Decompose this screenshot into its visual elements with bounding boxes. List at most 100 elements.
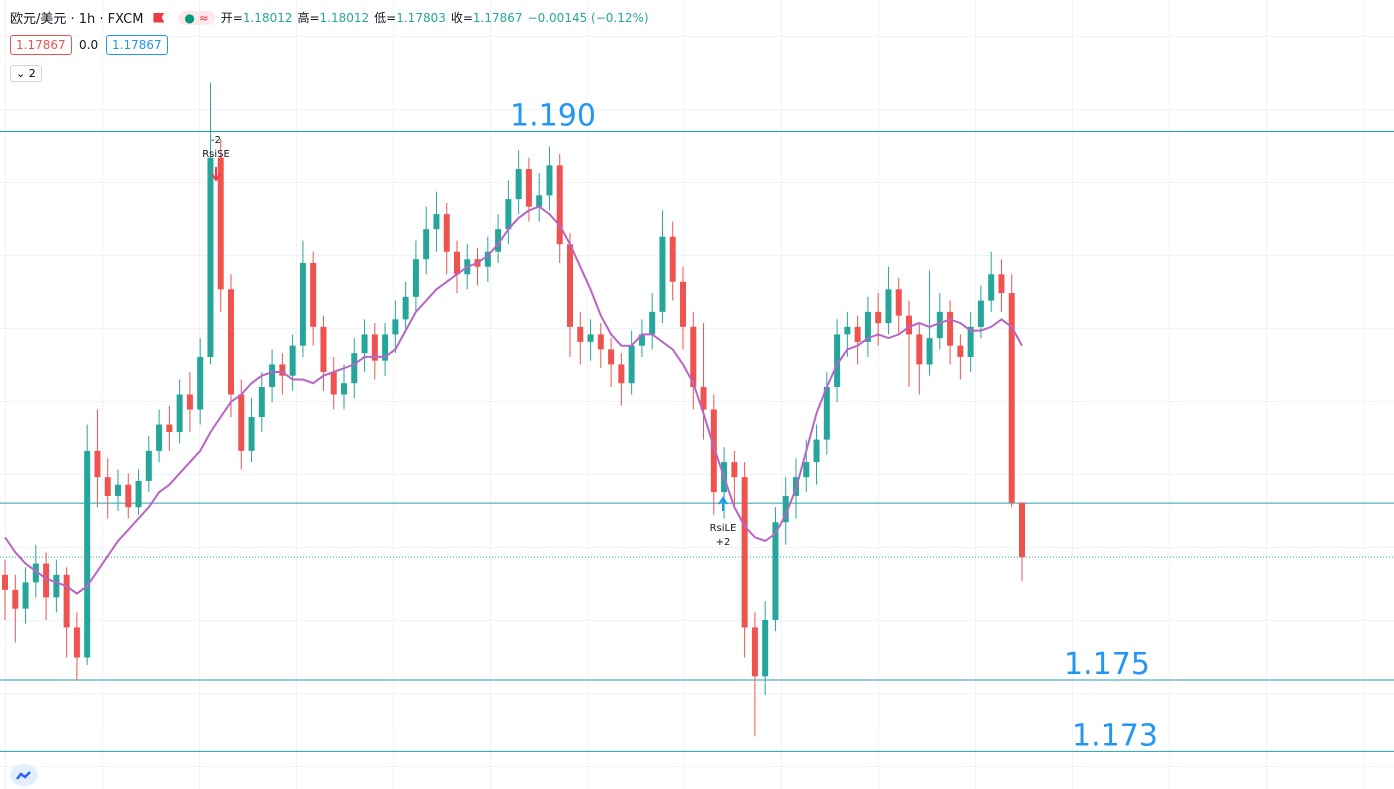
candle-body: [125, 484, 132, 508]
candle-body: [43, 563, 50, 598]
legend-value: 1.17867: [472, 11, 523, 25]
collapse-button[interactable]: ⌄ 2: [10, 65, 42, 82]
spread-badge: 0.0: [78, 35, 105, 55]
candle-body: [197, 356, 204, 410]
candle-body: [762, 619, 769, 677]
candle-body: [382, 334, 389, 361]
legend-change: −0.00145 (−0.12%): [527, 11, 649, 25]
signal-label: RsiSE: [202, 149, 230, 160]
candle-body: [700, 386, 707, 410]
bid-badge: 1.17867: [10, 35, 72, 55]
status-pill[interactable]: ● ≈: [178, 10, 215, 25]
candle-body: [423, 229, 430, 260]
line-label: 1.190: [510, 99, 596, 134]
candle-body: [269, 364, 276, 387]
candle-body: [977, 300, 984, 327]
candle-body: [926, 338, 933, 365]
candle-body: [669, 236, 676, 282]
candle-body: [854, 326, 861, 342]
candle-body: [587, 334, 594, 342]
candle-body: [217, 157, 224, 290]
candle-body: [392, 319, 399, 335]
candle-body: [279, 364, 286, 376]
candle-body: [823, 386, 830, 440]
candle-body: [495, 229, 502, 252]
logo[interactable]: [10, 764, 38, 786]
candle-body: [454, 251, 460, 275]
candle-body: [156, 424, 163, 451]
candle-body: [710, 409, 717, 493]
signal-arrow: [211, 167, 221, 182]
candle-body: [567, 244, 573, 327]
legend-label: 收=: [450, 11, 473, 25]
candle-body: [207, 157, 214, 357]
candle-body: [608, 349, 615, 365]
signal-label: -2: [211, 135, 221, 146]
candle-body: [813, 439, 820, 463]
candle-body: [536, 195, 543, 207]
candle-body: [967, 326, 974, 357]
candle-body: [772, 522, 779, 620]
signal-label: RsiLE: [710, 523, 737, 534]
candle-body: [12, 589, 19, 609]
ask-badge[interactable]: 1.17867: [106, 35, 168, 55]
candle-body: [618, 364, 625, 384]
candle-body: [32, 563, 39, 583]
candle-body: [228, 289, 234, 395]
candle-body: [84, 450, 91, 658]
candle-body: [402, 296, 409, 320]
candle-body: [166, 424, 173, 433]
signal-label: +2: [716, 537, 731, 548]
candle-body: [443, 214, 450, 252]
candle-body: [546, 165, 553, 196]
candle-body: [998, 274, 1005, 294]
candle-body: [906, 315, 912, 335]
candle-body: [145, 450, 152, 481]
candle-body: [741, 477, 748, 628]
candle-body: [638, 334, 645, 346]
legend-value: 1.18012: [242, 11, 293, 25]
candle-body: [875, 311, 882, 324]
candle-body: [135, 480, 142, 508]
line-label: 1.173: [1072, 718, 1158, 753]
candle-body: [680, 281, 686, 327]
symbol-title[interactable]: 欧元/美元 · 1h · FXCM: [10, 12, 144, 27]
candle-body: [484, 251, 491, 267]
header: 欧元/美元 · 1h · FXCM ● ≈ 开=1.18012 高=1.18012…: [10, 8, 649, 27]
candle-body: [351, 353, 358, 384]
candle-body: [186, 394, 193, 410]
candle-body: [330, 371, 337, 395]
candle-body: [63, 574, 70, 628]
candle-body: [238, 394, 245, 451]
candle-body: [310, 263, 317, 327]
candle-body: [115, 484, 121, 496]
candle-body: [659, 236, 666, 312]
candle-body: [94, 450, 101, 478]
candle-body: [844, 326, 851, 335]
candle-body: [834, 334, 841, 387]
candle-body: [957, 345, 964, 357]
candle-body: [649, 311, 656, 335]
candle-body: [433, 214, 440, 230]
candle-body: [1019, 502, 1025, 558]
candle-body: [577, 326, 584, 342]
candle-body: [320, 326, 327, 372]
candle-body: [53, 574, 60, 598]
candle-body: [2, 574, 8, 590]
candle-body: [371, 334, 378, 361]
candle-body: [885, 289, 892, 324]
signal-arrow: [718, 496, 728, 511]
candle-body: [782, 495, 789, 523]
legend-label: 高=: [297, 11, 320, 25]
moving-average: [4, 205, 1023, 595]
candle-body: [248, 417, 255, 451]
candle-body: [803, 462, 810, 478]
flag: [153, 12, 165, 23]
candle-body: [864, 311, 871, 342]
line-label: 1.175: [1064, 647, 1150, 682]
legend-value: 1.17803: [396, 11, 446, 25]
legend-value: 1.18012: [319, 11, 370, 25]
collapse-count: 2: [28, 67, 36, 80]
